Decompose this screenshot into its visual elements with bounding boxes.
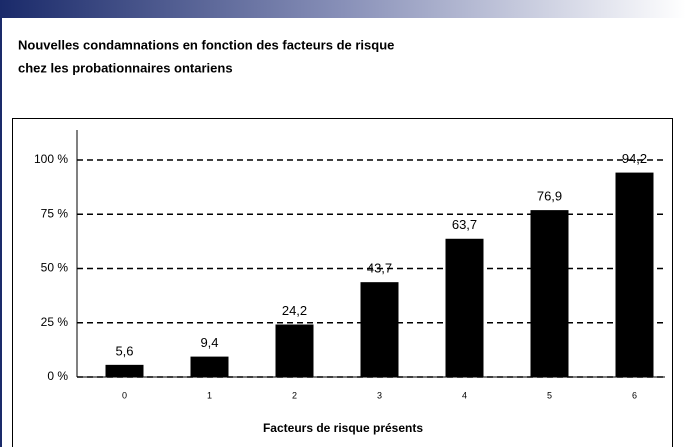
x-tick-label: 1 bbox=[207, 390, 212, 400]
x-tick-label: 0 bbox=[122, 390, 127, 400]
value-label: 24,2 bbox=[282, 303, 307, 318]
y-tick-label: 100 % bbox=[34, 152, 68, 166]
x-tick-label: 6 bbox=[632, 390, 637, 400]
bar bbox=[105, 364, 144, 377]
bar bbox=[275, 324, 314, 377]
chart-title: Nouvelles condamnations en fonction des … bbox=[18, 37, 394, 52]
bar bbox=[530, 210, 569, 377]
left-border bbox=[0, 0, 2, 447]
header-strip bbox=[0, 0, 686, 18]
value-label: 5,6 bbox=[115, 343, 133, 358]
bar bbox=[445, 238, 484, 377]
value-label: 63,7 bbox=[452, 217, 477, 232]
y-tick-label: 25 % bbox=[41, 315, 69, 329]
x-axis-label: Facteurs de risque présents bbox=[263, 421, 423, 435]
x-tick-label: 2 bbox=[292, 390, 297, 400]
plot-frame bbox=[12, 118, 673, 447]
value-label: 9,4 bbox=[200, 335, 218, 350]
x-tick-label: 5 bbox=[547, 390, 552, 400]
bar bbox=[190, 356, 229, 377]
value-label: 43,7 bbox=[367, 261, 392, 276]
value-label: 94,2 bbox=[622, 151, 647, 166]
bar bbox=[615, 172, 654, 377]
y-tick-label: 0 % bbox=[47, 369, 68, 383]
y-tick-label: 50 % bbox=[41, 261, 69, 275]
value-label: 76,9 bbox=[537, 189, 562, 204]
chart-subtitle: chez les probationnaires ontariens bbox=[18, 60, 233, 75]
x-tick-label: 3 bbox=[377, 390, 382, 400]
bar bbox=[360, 282, 399, 377]
y-tick-label: 75 % bbox=[41, 206, 69, 220]
x-tick-label: 4 bbox=[462, 390, 467, 400]
